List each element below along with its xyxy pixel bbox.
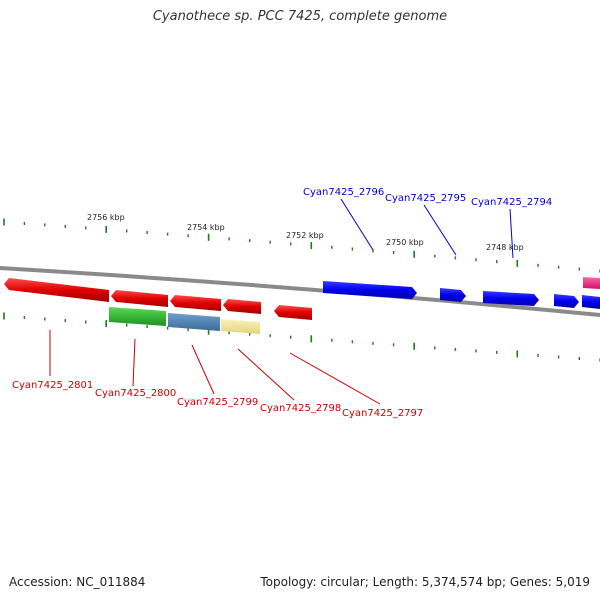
leader-line-cyan7425-2796 [340,198,374,251]
scale-label-2752: 2752 kbp [286,231,324,240]
gene-label-cyan7425-2800[interactable]: Cyan7425_2800 [95,388,176,399]
gene-label-cyan7425-2794[interactable]: Cyan7425_2794 [471,197,552,208]
gene-arrow-cyan7425-2794[interactable] [483,291,539,306]
gene-arrow-pink[interactable] [583,277,600,289]
gene-label-cyan7425-2801[interactable]: Cyan7425_2801 [12,380,93,391]
leader-line-cyan7425-2794 [509,208,514,259]
leader-line-cyan7425-2798 [237,348,295,401]
yellow-feature[interactable] [221,319,260,334]
gene-arrow-cyan7425-2795[interactable] [440,288,466,302]
green-feature[interactable] [109,307,166,326]
gene-arrow-forward-5[interactable] [582,295,600,309]
scale-label-2756: 2756 kbp [87,213,125,222]
gene-label-cyan7425-2795[interactable]: Cyan7425_2795 [385,193,466,204]
gene-arrow-cyan7425-2799[interactable] [170,295,221,311]
genome-title: Cyanothece sp. PCC 7425, complete genome [152,9,448,24]
gene-arrow-cyan7425-2800[interactable] [111,290,168,307]
leader-line-cyan7425-2795 [423,204,457,256]
outer-scale-ticks [3,218,600,273]
gene-arrow-cyan7425-2801[interactable] [4,278,109,302]
scale-label-2750: 2750 kbp [386,238,424,247]
leader-line-cyan7425-2800 [132,338,136,387]
steelblue-feature[interactable] [168,313,220,331]
genome-backbone [0,266,600,317]
gene-label-cyan7425-2798[interactable]: Cyan7425_2798 [260,403,341,414]
gene-arrow-cyan7425-2796[interactable] [323,281,417,299]
gene-arrow-cyan7425-2798[interactable] [223,299,261,314]
inner-scale-ticks [3,312,600,362]
gene-arrow-cyan7425-2797[interactable] [274,305,312,320]
gene-label-cyan7425-2799[interactable]: Cyan7425_2799 [177,397,258,408]
scale-label-2754: 2754 kbp [187,223,225,232]
accession-label: Accession: NC_011884 [9,575,146,589]
gene-arrow-forward-4[interactable] [554,294,579,308]
genome-summary-label: Topology: circular; Length: 5,374,574 bp… [260,575,590,589]
scale-label-2748: 2748 kbp [486,243,524,252]
leader-line-cyan7425-2797 [289,352,381,405]
leader-line-cyan7425-2799 [191,344,215,395]
gene-label-cyan7425-2797[interactable]: Cyan7425_2797 [342,408,423,419]
gene-label-cyan7425-2796[interactable]: Cyan7425_2796 [303,187,384,198]
